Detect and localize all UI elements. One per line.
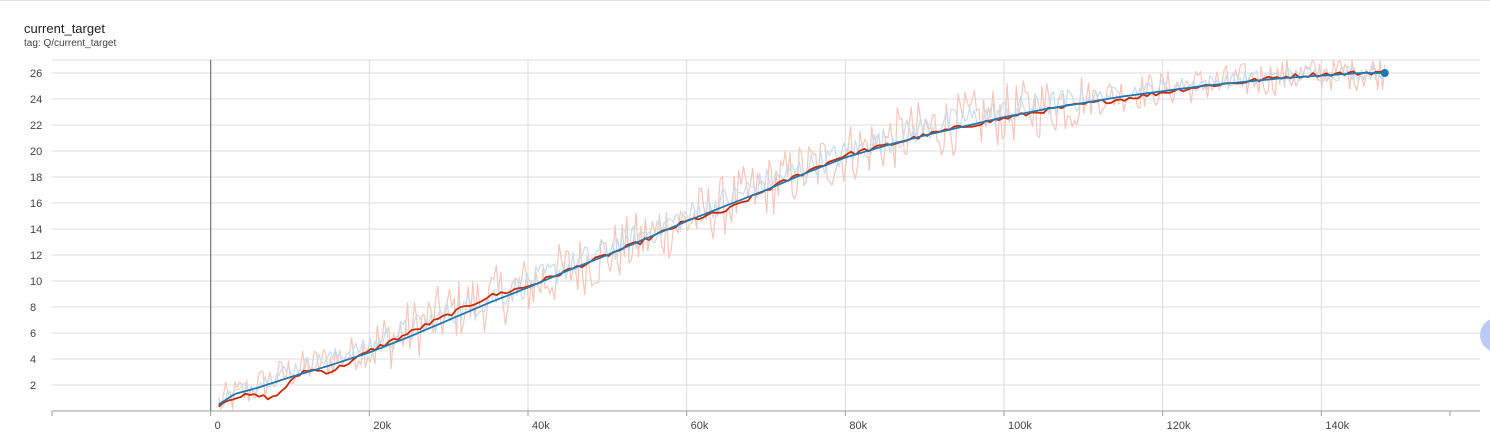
x-tick-label: 0 bbox=[215, 420, 221, 432]
y-tick-label: 26 bbox=[30, 68, 42, 80]
x-tick-label: 80k bbox=[849, 420, 867, 432]
card-top-border bbox=[0, 0, 1490, 1]
series-run1-raw-line bbox=[218, 59, 1386, 410]
y-tick-label: 22 bbox=[30, 120, 42, 132]
y-tick-label: 24 bbox=[30, 94, 42, 106]
axis-layer bbox=[51, 410, 1480, 416]
y-tick-label: 2 bbox=[30, 380, 36, 392]
y-tick-label: 14 bbox=[30, 224, 42, 236]
series-run2-raw-line bbox=[218, 63, 1386, 407]
x-tick-label: 20k bbox=[373, 420, 391, 432]
x-tick-label: 60k bbox=[691, 420, 709, 432]
floating-action-button[interactable] bbox=[1480, 318, 1490, 352]
chart-tag: tag: Q/current_target bbox=[24, 38, 117, 49]
x-tick-label: 40k bbox=[532, 420, 550, 432]
y-tick-label: 18 bbox=[30, 172, 42, 184]
raw-series-layer bbox=[218, 59, 1386, 410]
y-tick-label: 20 bbox=[30, 146, 42, 158]
x-tick-label: 120k bbox=[1167, 420, 1191, 432]
series-endpoint-marker bbox=[1380, 69, 1389, 77]
series-run2-smoothed-line bbox=[218, 72, 1385, 406]
smoothed-series-layer bbox=[218, 69, 1386, 408]
y-tick-label: 6 bbox=[30, 328, 36, 340]
x-tick-label: 140k bbox=[1325, 420, 1349, 432]
series-run1-smoothed-line bbox=[218, 69, 1386, 408]
y-tick-label: 4 bbox=[30, 354, 36, 366]
x-tick-label: 100k bbox=[1008, 420, 1032, 432]
y-tick-label: 10 bbox=[30, 276, 42, 288]
grid-layer bbox=[52, 59, 1480, 411]
y-tick-label: 16 bbox=[30, 198, 42, 210]
y-tick-label: 12 bbox=[30, 250, 42, 262]
chart-title: current_target bbox=[24, 21, 105, 36]
y-tick-label: 8 bbox=[30, 302, 36, 314]
